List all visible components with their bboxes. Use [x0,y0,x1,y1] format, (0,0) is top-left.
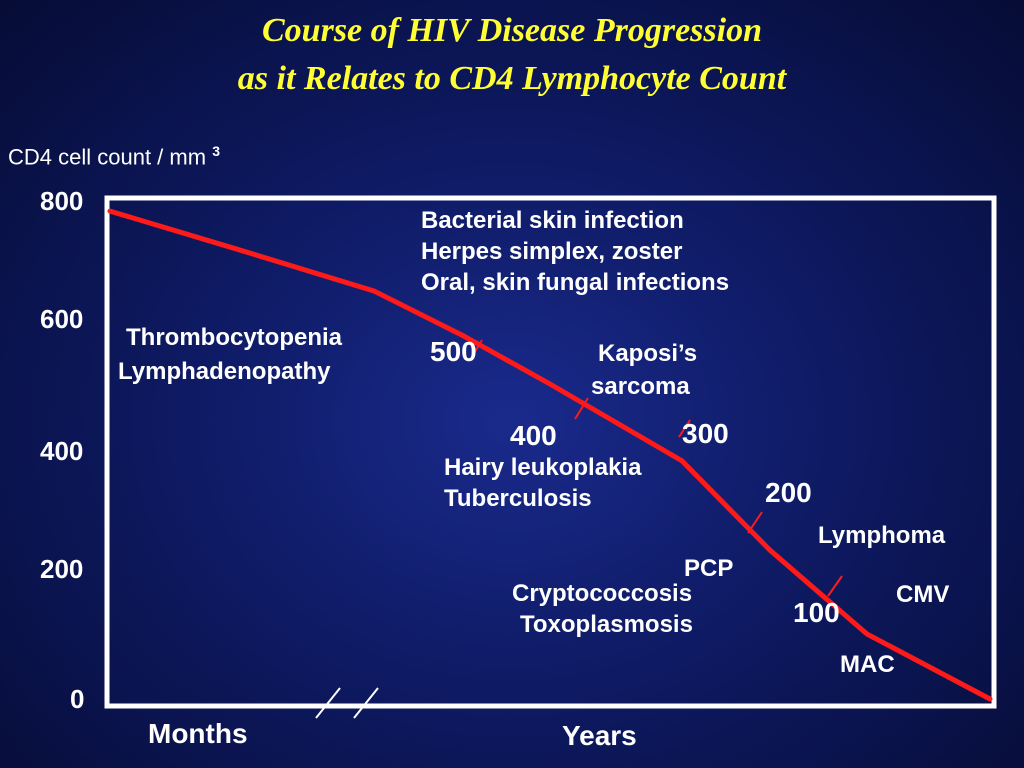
x-label-months: Months [148,718,248,749]
annotation-bacterial-skin-infection: Bacterial skin infection [421,207,684,234]
annotation-hairy-leukoplakia: Hairy leukoplakia [444,454,642,481]
annotation-lymphadenopathy: Lymphadenopathy [118,358,331,385]
y-tick-label: 0 [70,684,85,714]
y-axis-label: CD4 cell count / mm 3 [8,143,220,170]
annotation-fungal-infections: Oral, skin fungal infections [421,269,730,296]
y-axis-label-text: CD4 cell count / mm [8,144,207,170]
y-tick-label: 800 [40,186,84,216]
axis-break-mark [315,687,341,719]
chart-title-line-1: Course of HIV Disease Progression [262,12,762,49]
y-axis-label-superscript: 3 [212,143,220,159]
x-label-years: Years [562,720,637,751]
annotation-thrombocytopenia: Thrombocytopenia [126,324,343,351]
annotation-lymphoma: Lymphoma [818,522,946,549]
annotation-kaposi-line-2: sarcoma [591,373,690,400]
cd4-decline-line [107,208,993,702]
annotation-kaposi-line-1: Kaposi’s [598,340,698,367]
y-tick-label: 200 [40,554,84,584]
annotation-toxoplasmosis: Toxoplasmosis [520,611,693,638]
annotation-cryptococcosis: Cryptococcosis [512,580,693,607]
marker-tick-500 [469,339,483,361]
marker-label-500: 500 [430,336,477,367]
marker-tick-300 [678,419,691,438]
y-tick-label: 600 [40,304,84,334]
annotation-tuberculosis: Tuberculosis [444,485,592,512]
marker-label-200: 200 [765,477,812,508]
marker-label-400: 400 [510,420,557,451]
axis-break-mark [353,687,379,719]
annotation-pcp: PCP [684,555,734,582]
annotation-mac: MAC [840,651,895,678]
marker-tick-200 [747,511,763,534]
marker-tick-400 [574,397,589,420]
marker-tick-100 [827,575,843,597]
y-tick-label: 400 [40,436,84,466]
marker-label-100: 100 [793,597,840,628]
marker-label-300: 300 [682,418,729,449]
chart-title-line-2: as it Relates to CD4 Lymphocyte Count [237,60,787,97]
annotation-herpes: Herpes simplex, zoster [421,238,683,265]
annotation-cmv: CMV [896,581,950,608]
plot-frame [104,195,997,709]
